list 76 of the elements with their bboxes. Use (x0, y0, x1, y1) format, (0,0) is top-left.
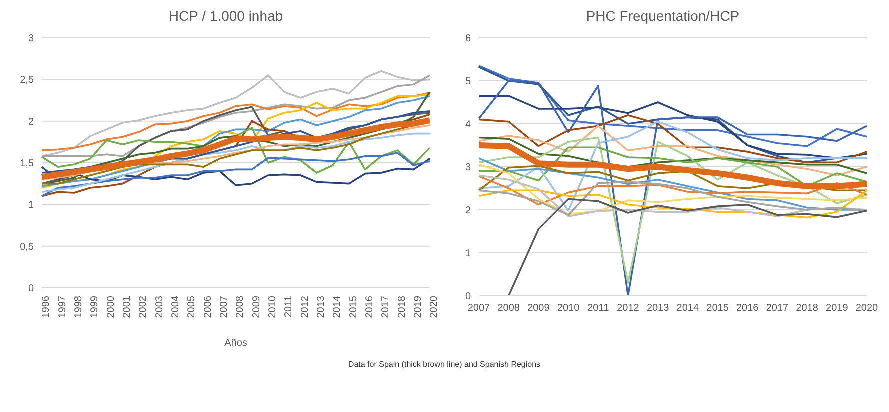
x-tick-label: 2015 (348, 296, 360, 318)
x-tick-label: 2015 (706, 303, 730, 314)
line-series (478, 80, 868, 296)
x-tick-label: 1998 (73, 296, 84, 318)
x-tick-label: 2011 (284, 296, 295, 318)
x-tick-label: 2009 (528, 303, 550, 314)
x-tick-label: 2014 (676, 303, 700, 314)
x-tick-label: 1996 (41, 296, 52, 318)
x-tick-label: 2000 (106, 296, 117, 318)
x-tick-label: 2020 (429, 296, 440, 318)
chart-title: HCP / 1.000 inhab (168, 8, 284, 26)
line-series (478, 136, 868, 284)
line-series (478, 176, 868, 206)
line-series (478, 190, 868, 219)
x-tick-label: 2014 (332, 296, 344, 318)
x-tick-label: 2001 (122, 296, 133, 318)
line-series (41, 127, 431, 174)
x-tick-label: 2009 (251, 296, 262, 318)
line-series (478, 65, 868, 148)
x-tick-label: 1999 (90, 296, 101, 318)
line-series (478, 174, 868, 218)
x-tick-label: 2018 (396, 296, 408, 318)
x-tick-label: 2018 (796, 303, 819, 314)
x-tick-label: 2020 (856, 303, 879, 314)
text: Data for Spain (thick brown line) and Spanish Regions (347, 360, 542, 369)
y-tick-label: 1 (465, 248, 472, 260)
x-tick-label: 2016 (364, 296, 376, 318)
y-tick-label: 2,5 (20, 75, 34, 86)
line-series (41, 158, 431, 186)
line-series (478, 164, 868, 216)
y-tick-label: 0 (465, 292, 472, 303)
y-tick-label: 5 (465, 76, 472, 88)
y-tick-label: 3 (465, 162, 472, 174)
line-series (478, 125, 868, 176)
x-tick-label: 2013 (646, 303, 670, 314)
x-tick-label: 2005 (186, 296, 198, 318)
x-tick-label: 1997 (57, 296, 68, 318)
line-series (478, 120, 868, 212)
x-tick-label: 2011 (588, 303, 610, 314)
y-tick-label: 2 (465, 206, 472, 217)
y-tick-label: 0 (28, 284, 34, 295)
line-series (41, 92, 431, 152)
x-tick-label: 2019 (412, 296, 424, 318)
x-tick-label: 2016 (736, 303, 760, 314)
y-tick-label: 1,5 (20, 158, 34, 170)
x-tick-label: 2007 (218, 296, 230, 318)
line-series (478, 114, 868, 164)
x-tick-label: 2006 (202, 296, 214, 318)
y-tick-label: 1 (28, 200, 34, 212)
x-axis-title: Años (224, 338, 248, 349)
x-tick-label: 2008 (498, 303, 520, 314)
x-tick-label: 2012 (300, 296, 311, 318)
x-tick-label: 2010 (557, 303, 580, 314)
x-tick-label: 2010 (267, 296, 278, 318)
chart-title: PHC Frequentation/HCP (585, 8, 741, 26)
y-tick-label: 3 (28, 34, 34, 45)
x-tick-label: 2017 (380, 296, 392, 318)
y-tick-label: 2 (28, 116, 34, 128)
x-tick-label: 2013 (316, 296, 327, 318)
line-series (478, 198, 868, 296)
line-series (478, 181, 868, 216)
x-tick-label: 2019 (826, 303, 849, 314)
x-tick-label: 2004 (170, 296, 182, 318)
x-tick-label: 2007 (468, 303, 491, 314)
x-tick-label: 2012 (617, 303, 640, 314)
y-tick-label: 4 (465, 120, 472, 131)
x-tick-label: 2003 (154, 296, 166, 318)
y-tick-label: 0,5 (20, 242, 34, 253)
x-tick-label: 2008 (235, 296, 246, 318)
line-series (41, 152, 431, 198)
line-series (478, 136, 868, 174)
line-series (41, 132, 431, 194)
x-tick-label: 2002 (138, 296, 150, 318)
x-tick-label: 2017 (766, 303, 790, 314)
line-series (478, 95, 868, 160)
y-tick-label: 6 (465, 34, 472, 45)
